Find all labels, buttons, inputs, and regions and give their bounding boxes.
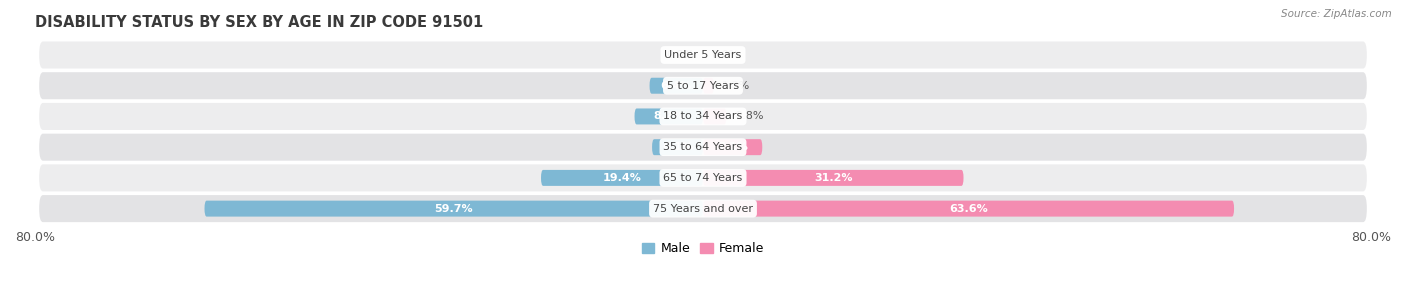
- FancyBboxPatch shape: [703, 78, 714, 94]
- Text: 0.0%: 0.0%: [711, 50, 740, 60]
- FancyBboxPatch shape: [541, 170, 703, 186]
- Text: 0.0%: 0.0%: [666, 50, 695, 60]
- Text: 5 to 17 Years: 5 to 17 Years: [666, 81, 740, 91]
- FancyBboxPatch shape: [652, 139, 703, 155]
- FancyBboxPatch shape: [650, 78, 703, 94]
- Text: 59.7%: 59.7%: [434, 204, 472, 214]
- FancyBboxPatch shape: [39, 164, 1367, 192]
- FancyBboxPatch shape: [634, 109, 703, 124]
- Text: 1.3%: 1.3%: [723, 81, 751, 91]
- Text: 75 Years and over: 75 Years and over: [652, 204, 754, 214]
- Text: Source: ZipAtlas.com: Source: ZipAtlas.com: [1281, 9, 1392, 19]
- Text: 31.2%: 31.2%: [814, 173, 852, 183]
- Text: 63.6%: 63.6%: [949, 204, 988, 214]
- Text: 35 to 64 Years: 35 to 64 Years: [664, 142, 742, 152]
- FancyBboxPatch shape: [703, 139, 762, 155]
- Text: 7.1%: 7.1%: [717, 142, 748, 152]
- FancyBboxPatch shape: [39, 72, 1367, 99]
- FancyBboxPatch shape: [39, 195, 1367, 222]
- Legend: Male, Female: Male, Female: [637, 237, 769, 261]
- FancyBboxPatch shape: [703, 170, 963, 186]
- Text: 2.8%: 2.8%: [735, 112, 763, 122]
- Text: 19.4%: 19.4%: [603, 173, 641, 183]
- Text: 18 to 34 Years: 18 to 34 Years: [664, 112, 742, 122]
- Text: DISABILITY STATUS BY SEX BY AGE IN ZIP CODE 91501: DISABILITY STATUS BY SEX BY AGE IN ZIP C…: [35, 15, 484, 30]
- FancyBboxPatch shape: [703, 109, 727, 124]
- FancyBboxPatch shape: [39, 103, 1367, 130]
- Text: Under 5 Years: Under 5 Years: [665, 50, 741, 60]
- Text: 8.2%: 8.2%: [654, 112, 685, 122]
- Text: 6.1%: 6.1%: [662, 142, 693, 152]
- Text: 6.4%: 6.4%: [661, 81, 692, 91]
- FancyBboxPatch shape: [204, 201, 703, 217]
- Text: 65 to 74 Years: 65 to 74 Years: [664, 173, 742, 183]
- FancyBboxPatch shape: [39, 41, 1367, 68]
- FancyBboxPatch shape: [39, 134, 1367, 161]
- FancyBboxPatch shape: [703, 201, 1234, 217]
